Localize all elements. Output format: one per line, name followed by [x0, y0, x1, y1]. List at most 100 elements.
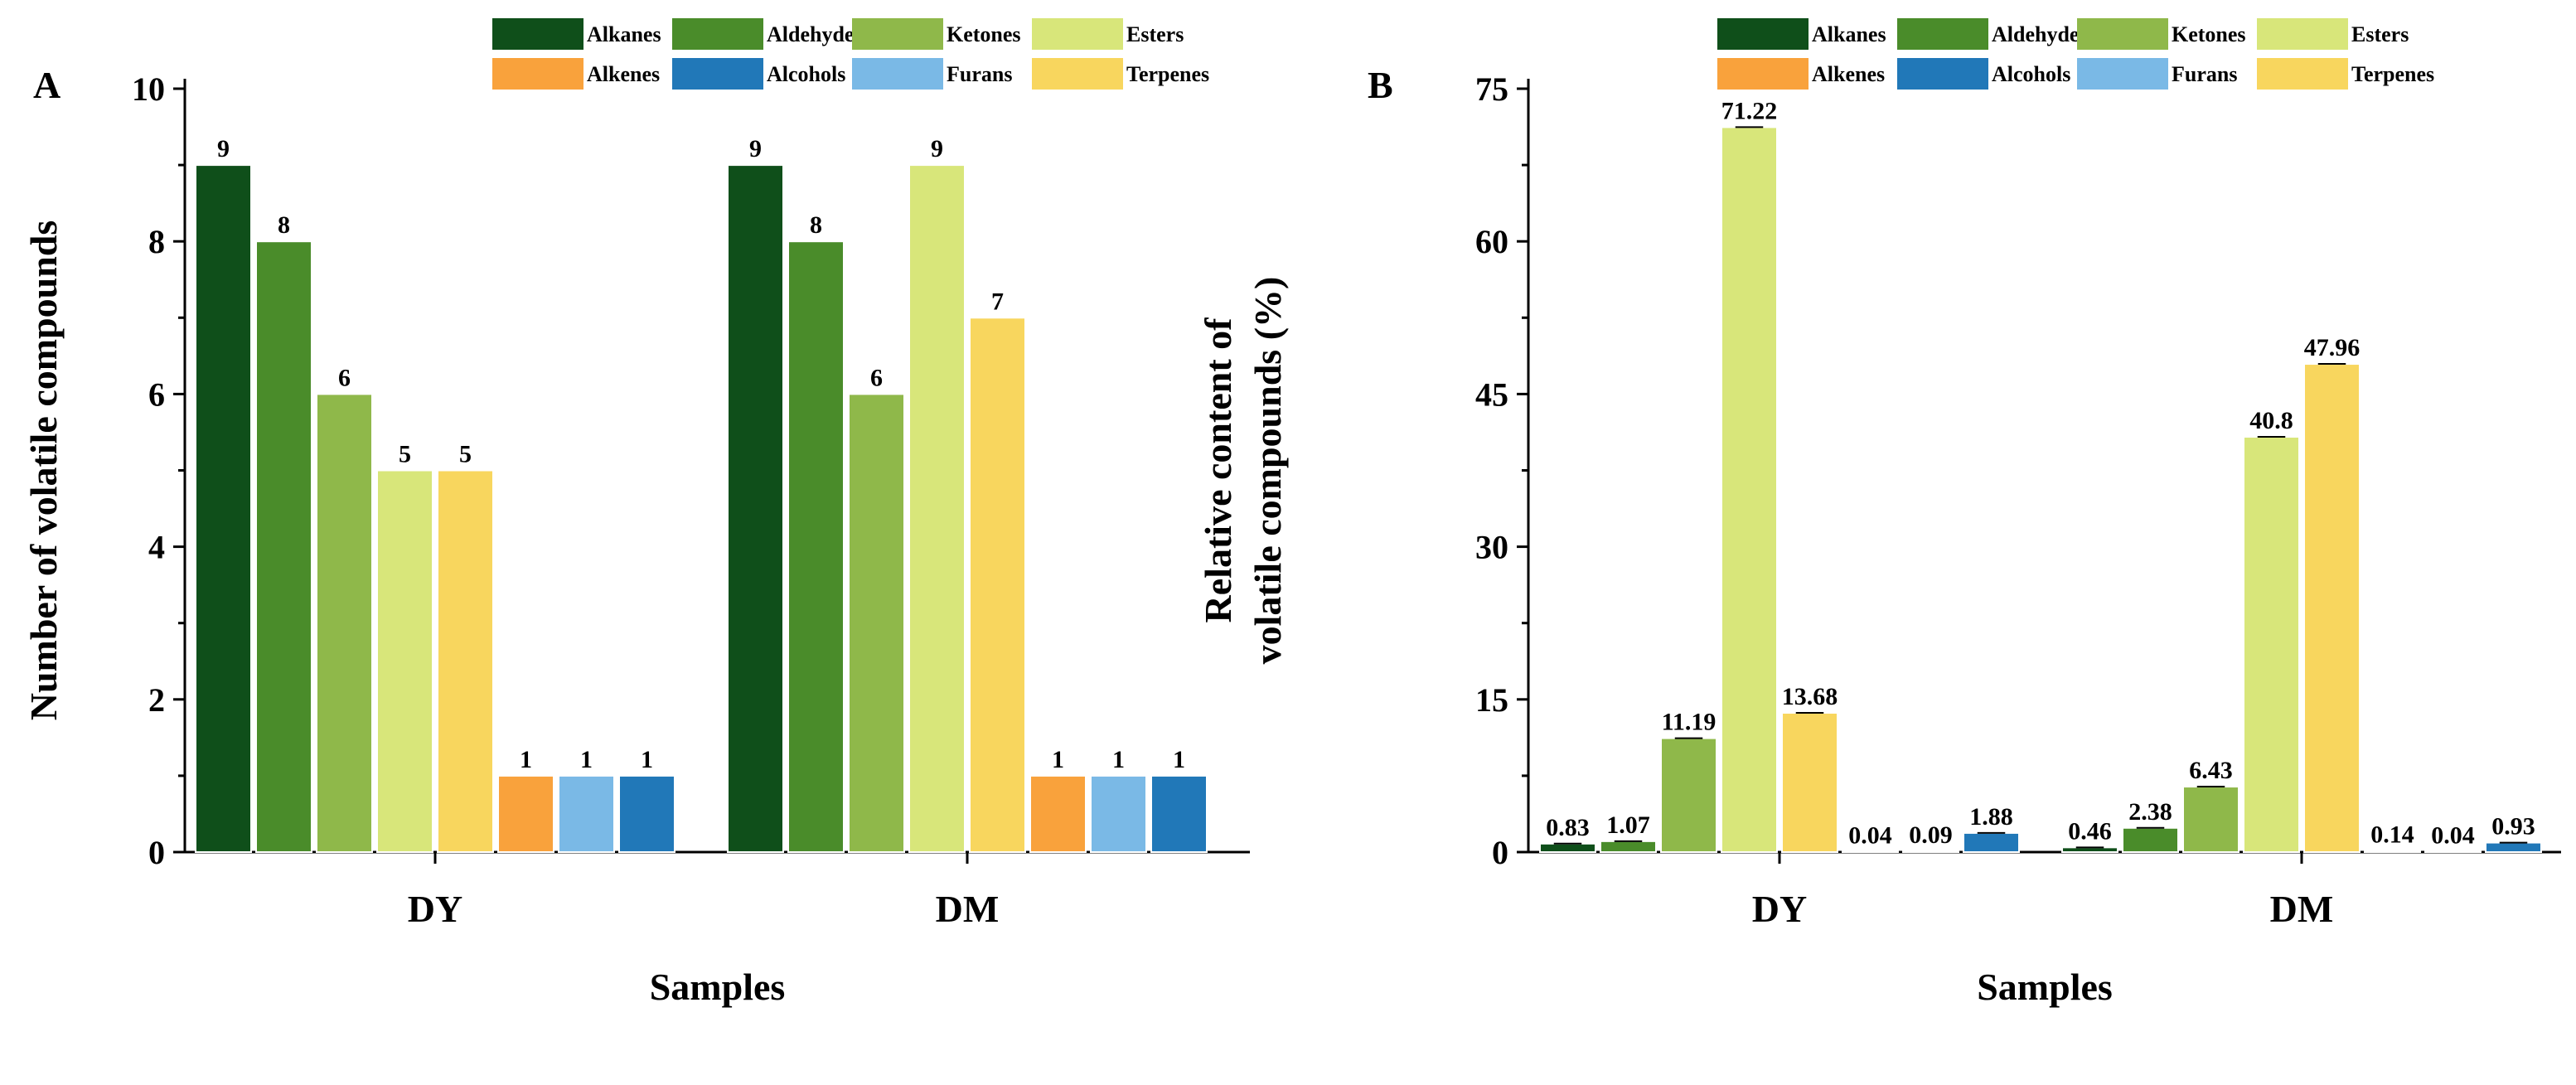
data-label: 9 [217, 135, 230, 162]
bar-esters-dy [1721, 126, 1778, 853]
data-label: 0.14 [2370, 821, 2414, 848]
chart-panel-b: B 0 15 30 45 60 75 0.83 0.46 1.07 2.38 11.19 6.43 71.… [1197, 18, 2561, 1008]
legend-label: Alkenes [587, 62, 660, 86]
panel-letter: B [1368, 64, 1393, 106]
legend-label: Esters [1126, 22, 1184, 46]
legend-swatch-ketones [2077, 18, 2168, 50]
bar-ketones-dm [2182, 786, 2239, 854]
legend: Alkanes Aldehydes Ketones Esters Alkenes Alco… [1717, 18, 2434, 90]
bar-esters-dm [2243, 435, 2300, 853]
chart-panel-a: A 0 2 4 6 8 10 9 9 8 8 6 6 5 9 5 7 1 1 1 1 1 1 DY DM Samples Numbe… [22, 18, 1250, 1008]
data-label: 2.38 [2128, 798, 2172, 826]
legend: Alkanes Aldehydes Ketones Esters Alkenes Alco… [492, 18, 1209, 90]
legend-swatch-esters [1032, 18, 1123, 50]
data-label: 13.68 [1782, 683, 1838, 710]
x-category-label: DY [408, 888, 462, 930]
bar-alkenes-dy [497, 774, 554, 854]
panel-letter: A [33, 64, 61, 106]
legend-swatch-aldehydes [1897, 18, 1988, 50]
legend-label: Furans [947, 62, 1012, 86]
legend-label: Alcohols [1992, 62, 2070, 86]
legend-label: Alkanes [587, 22, 661, 46]
bar-terpenes-dm [969, 317, 1026, 853]
y-tick-label: 15 [1475, 681, 1508, 719]
legend-label: Alkanes [1812, 22, 1886, 46]
data-label: 0.04 [2431, 822, 2475, 850]
bar-furans-dy [1902, 850, 1959, 853]
bar-aldehydes-dm [2122, 826, 2179, 854]
bar-alkanes-dy [195, 164, 252, 854]
bar-alcohols-dm [1150, 774, 1208, 854]
bar-terpenes-dy [1781, 712, 1838, 853]
y-tick-label: 0 [1492, 834, 1508, 871]
y-tick-label: 10 [132, 70, 165, 108]
data-label: 6.43 [2189, 757, 2233, 784]
y-axis-title: Number of volatile compounds [22, 220, 65, 721]
legend-label: Ketones [2172, 22, 2246, 46]
y-tick-label: 8 [148, 223, 165, 260]
legend-swatch-alcohols [1897, 58, 1988, 90]
data-label: 8 [810, 211, 822, 239]
data-label: 5 [459, 441, 472, 468]
legend-label: Ketones [947, 22, 1021, 46]
x-category-label: DM [2270, 888, 2334, 930]
legend-label: Terpenes [1126, 62, 1209, 86]
data-label: 6 [870, 364, 883, 391]
legend-swatch-alkanes [492, 18, 583, 50]
bar-alcohols-dy [618, 774, 675, 854]
x-axis-title: Samples [1977, 966, 2113, 1008]
data-label: 0.04 [1848, 822, 1892, 850]
legend-label: Alkenes [1812, 62, 1885, 86]
data-label: 1 [1052, 746, 1064, 773]
bar-esters-dm [908, 164, 966, 854]
bar-alcohols-dm [2485, 841, 2542, 853]
bar-aldehydes-dm [787, 240, 845, 853]
legend-swatch-terpenes [1032, 58, 1123, 90]
data-label: 8 [278, 211, 290, 239]
bar-terpenes-dy [437, 469, 494, 853]
bar-furans-dy [558, 774, 615, 854]
x-axis-title: Samples [650, 966, 786, 1008]
legend-swatch-furans [852, 58, 943, 90]
legend-swatch-furans [2077, 58, 2168, 90]
bar-aldehydes-dy [255, 240, 312, 853]
bar-terpenes-dm [2303, 363, 2361, 853]
bar-esters-dy [376, 469, 433, 853]
data-label: 0.93 [2491, 813, 2535, 840]
data-label: 0.09 [1909, 821, 1953, 849]
legend-swatch-alkenes [492, 58, 583, 90]
legend-label: Aldehydes [1992, 22, 2088, 46]
legend-swatch-aldehydes [672, 18, 763, 50]
data-label: 1 [1173, 746, 1185, 773]
legend-swatch-alkanes [1717, 18, 1809, 50]
legend-swatch-alkenes [1717, 58, 1809, 90]
bar-furans-dm [1090, 774, 1147, 854]
data-label: 40.8 [2249, 407, 2293, 434]
data-label: 1 [580, 746, 593, 773]
legend-swatch-esters [2257, 18, 2348, 50]
x-category-label: DM [936, 888, 1000, 930]
y-tick-label: 75 [1475, 70, 1508, 108]
legend-label: Alcohols [767, 62, 845, 86]
data-label: 7 [991, 288, 1004, 315]
bar-alcohols-dy [1963, 831, 2020, 853]
data-label: 1 [641, 746, 653, 773]
bar-alkanes-dm [727, 164, 784, 854]
data-label: 1 [1112, 746, 1125, 773]
legend-label: Furans [2172, 62, 2237, 86]
legend-swatch-ketones [852, 18, 943, 50]
legend-label: Terpenes [2351, 62, 2434, 86]
y-axis-title-line: volatile compounds (%) [1247, 277, 1289, 665]
data-label: 11.19 [1662, 709, 1717, 736]
x-category-label: DY [1752, 888, 1807, 930]
bar-ketones-dy [1660, 737, 1717, 853]
y-tick-label: 2 [148, 681, 165, 719]
y-tick-label: 6 [148, 375, 165, 413]
data-label: 9 [931, 135, 943, 162]
legend-swatch-alcohols [672, 58, 763, 90]
y-tick-label: 60 [1475, 223, 1508, 260]
data-label: 5 [399, 441, 411, 468]
y-tick-label: 45 [1475, 375, 1508, 413]
data-label: 47.96 [2304, 334, 2361, 361]
